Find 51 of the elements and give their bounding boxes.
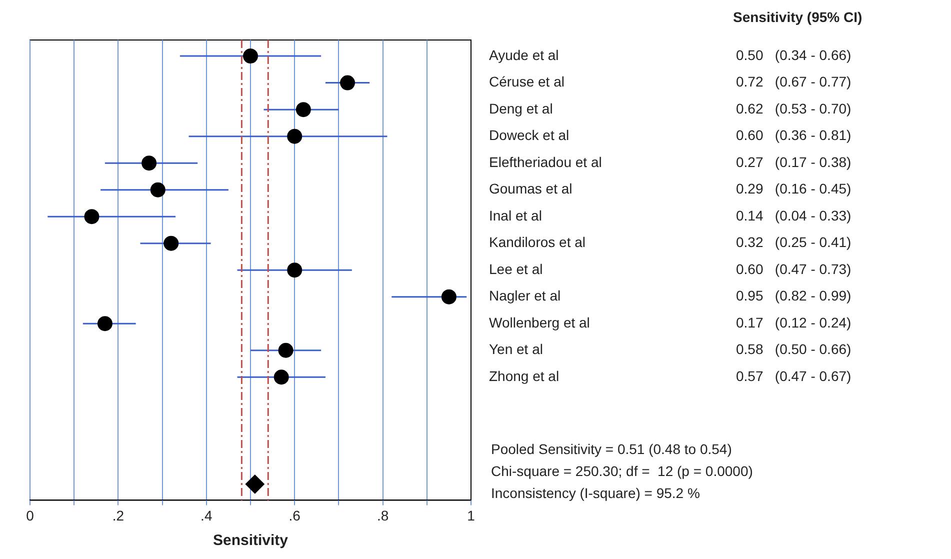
data-label: 0.29 (0.16 - 0.45): [736, 180, 852, 197]
y-tick-label: Goumas et al: [489, 180, 572, 197]
point: [340, 75, 356, 90]
point: [274, 370, 289, 385]
x-tick-label: 1: [467, 507, 476, 524]
point: [296, 102, 311, 118]
y-tick-label: Ayude et al: [489, 46, 559, 63]
point: [142, 156, 157, 171]
point: [278, 342, 294, 358]
x-tick-label: .4: [200, 507, 212, 524]
data-label: 0.57 (0.47 - 0.67): [736, 368, 852, 384]
y-tick-label: Doweck et al: [489, 127, 570, 144]
y-tick-label: Zhong et al: [489, 368, 560, 384]
data-label: 0.17 (0.12 - 0.24): [736, 314, 852, 330]
data-label: 0.62 (0.53 - 0.70): [736, 100, 852, 116]
point: [287, 128, 302, 144]
data-label: 0.72 (0.67 - 0.77): [736, 74, 852, 90]
point: [245, 474, 264, 494]
x-tick-label: .6: [288, 507, 301, 524]
text: Inconsistency (I-square) = 95.2 %: [491, 485, 700, 502]
point: [84, 209, 100, 224]
data-label: 0.60 (0.47 - 0.73): [736, 260, 852, 277]
text: Chi-square = 250.30; df = 12 (p = 0.0000): [491, 463, 753, 480]
point: [243, 48, 258, 64]
data-label: 0.58 (0.50 - 0.66): [736, 341, 852, 358]
data-label: 0.50 (0.34 - 0.66): [736, 46, 852, 63]
y-tick-label: Céruse et al: [489, 74, 564, 90]
y-tick-label: Eleftheriadou et al: [489, 154, 602, 170]
point: [150, 182, 166, 198]
x-axis-title: Sensitivity: [212, 532, 289, 550]
y-tick-label: Yen et al: [489, 341, 543, 358]
y-tick-label: Inal et al: [489, 207, 542, 224]
data-label: 0.95 (0.82 - 0.99): [736, 288, 852, 304]
x-tick-label: 0: [26, 507, 34, 524]
point: [287, 262, 302, 278]
point: [441, 289, 456, 304]
data-label: 0.27 (0.17 - 0.38): [736, 154, 852, 170]
y-tick-label: Nagler et al: [489, 288, 561, 304]
y-tick-label: Wollenberg et al: [489, 314, 590, 330]
text: Pooled Sensitivity = 0.51 (0.48 to 0.54): [491, 441, 732, 458]
text: Sensitivity (95% CI): [733, 8, 862, 25]
point: [164, 236, 179, 251]
y-tick-label: Lee et al: [489, 260, 543, 277]
data-label: 0.60 (0.36 - 0.81): [736, 127, 852, 144]
data-label: 0.14 (0.04 - 0.33): [736, 207, 852, 224]
y-tick-label: Deng et al: [489, 100, 553, 116]
data-label: 0.32 (0.25 - 0.41): [736, 234, 852, 250]
x-tick-label: .8: [376, 507, 389, 524]
y-tick-label: Kandiloros et al: [489, 234, 586, 250]
point: [97, 316, 112, 332]
x-tick-label: .2: [112, 507, 124, 524]
